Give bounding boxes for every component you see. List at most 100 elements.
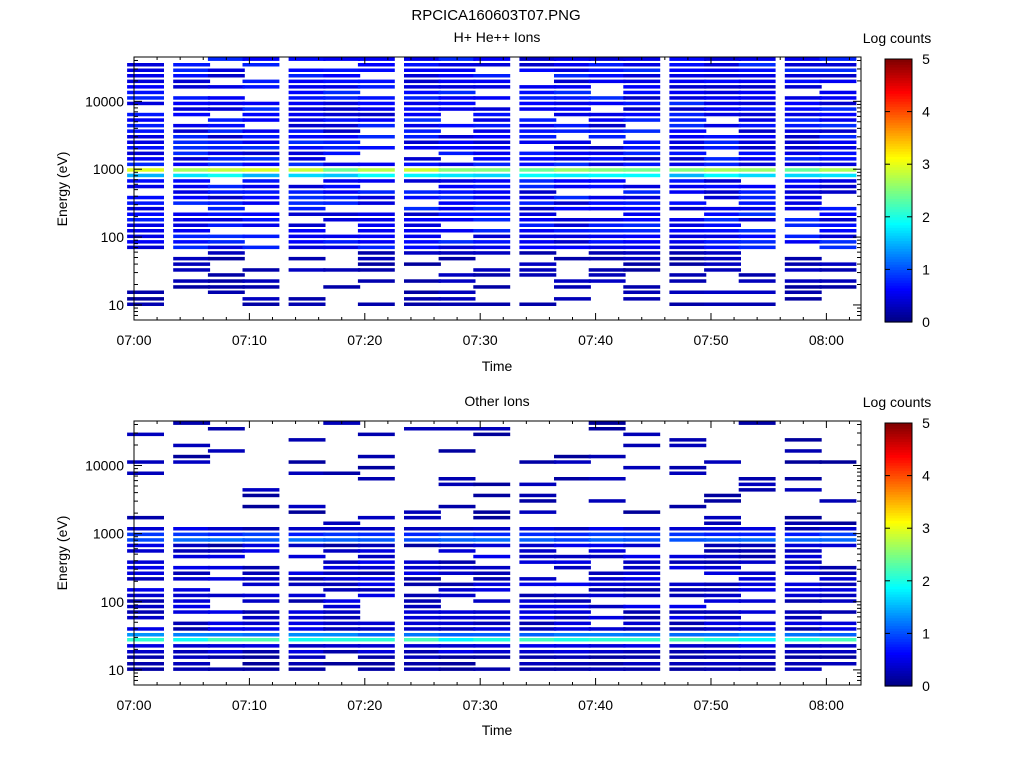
- spectrogram-cell: [554, 615, 591, 620]
- spectrogram-cell: [242, 297, 280, 301]
- spectrogram-cell: [623, 554, 661, 559]
- spectrogram-cell: [207, 279, 245, 283]
- colorbar-segment: [885, 646, 912, 650]
- colorbar-segment: [885, 643, 912, 648]
- spectrogram-cell: [738, 667, 776, 671]
- x-tick-label: 07:10: [232, 697, 267, 713]
- spectrogram-cell: [173, 157, 211, 161]
- spectrogram-cell: [588, 549, 626, 553]
- spectrogram-cell: [207, 151, 245, 156]
- spectrogram-cell: [738, 621, 776, 626]
- colorbar-segment: [885, 578, 912, 582]
- spectrogram-cell: [404, 638, 441, 642]
- spectrogram-cell: [127, 112, 164, 117]
- spectrogram-cell: [473, 162, 511, 167]
- spectrogram-cell: [323, 173, 361, 178]
- spectrogram-cell: [242, 140, 280, 144]
- spectrogram-cell: [288, 471, 326, 475]
- spectrogram-cell: [357, 662, 395, 666]
- spectrogram-cell: [438, 302, 476, 306]
- spectrogram-cell: [784, 644, 822, 648]
- spectrogram-cell: [357, 63, 395, 67]
- spectrogram-cell: [623, 162, 661, 167]
- spectrogram-cell: [554, 454, 591, 459]
- colorbar-segment: [885, 636, 912, 640]
- spectrogram-cell: [704, 593, 741, 598]
- spectrogram-cell: [207, 593, 245, 598]
- spectrogram-cell: [669, 229, 707, 233]
- y-tick-label: 10: [108, 662, 124, 678]
- y-tick-label: 100: [101, 229, 125, 245]
- spectrogram-cell: [127, 168, 164, 172]
- colorbar-segment: [885, 533, 912, 537]
- spectrogram-cell: [669, 90, 707, 95]
- colorbar-segment: [885, 59, 912, 63]
- spectrogram-cell: [738, 543, 776, 548]
- spectrogram-cell: [738, 96, 776, 100]
- spectrogram-cell: [623, 560, 661, 564]
- spectrogram-cell: [623, 571, 661, 575]
- spectrogram-cell: [738, 229, 776, 233]
- plot-frame: [133, 420, 862, 686]
- spectrogram-cell: [519, 234, 557, 239]
- spectrogram-cell: [438, 650, 476, 654]
- spectrogram-cell: [404, 593, 441, 598]
- colorbar-tick-label: 2: [922, 573, 930, 589]
- spectrogram-cell: [404, 179, 441, 183]
- spectrogram-cell: [173, 184, 211, 189]
- spectrogram-cell: [704, 521, 741, 525]
- spectrogram-cell: [473, 173, 511, 178]
- spectrogram-cell: [669, 162, 707, 167]
- colorbar-tick-label: 1: [922, 261, 930, 277]
- spectrogram-cell: [819, 90, 857, 95]
- spectrogram-cell: [519, 157, 557, 161]
- spectrogram-cell: [554, 638, 591, 642]
- spectrogram-cell: [819, 107, 857, 111]
- spectrogram-cell: [738, 650, 776, 654]
- spectrogram-cell: [357, 279, 395, 283]
- spectrogram-cell: [404, 206, 441, 211]
- spectrogram-cell: [588, 532, 626, 537]
- spectrogram-cell: [784, 460, 822, 464]
- spectrogram-cell: [588, 129, 626, 133]
- spectrogram-cell: [242, 107, 280, 111]
- spectrogram-cell: [669, 554, 707, 559]
- spectrogram-cell: [473, 615, 511, 620]
- spectrogram-cell: [704, 262, 741, 266]
- spectrogram-cell: [588, 627, 626, 631]
- spectrogram-cell: [438, 615, 476, 620]
- spectrogram-cell: [473, 599, 511, 603]
- spectrogram-cell: [288, 57, 326, 61]
- spectrogram-cell: [588, 279, 626, 283]
- spectrogram-cell: [669, 223, 707, 227]
- spectrogram-cell: [242, 504, 280, 509]
- spectrogram-cell: [404, 63, 441, 67]
- colorbar-segment: [885, 617, 912, 621]
- spectrogram-cell: [173, 101, 211, 106]
- spectrogram-cell: [438, 638, 476, 642]
- spectrogram-cell: [207, 234, 245, 239]
- colorbar-segment: [885, 287, 912, 292]
- spectrogram-cell: [207, 427, 245, 431]
- spectrogram-cell: [323, 527, 361, 531]
- spectrogram-cell: [623, 577, 661, 581]
- spectrogram-cell: [173, 112, 211, 117]
- spectrogram-cell: [357, 432, 395, 437]
- spectrogram-cell: [323, 627, 361, 631]
- spectrogram-cell: [438, 90, 476, 95]
- spectrogram-cell: [288, 190, 326, 194]
- spectrogram-cell: [554, 565, 591, 570]
- spectrogram-cell: [323, 107, 361, 111]
- spectrogram-cell: [819, 662, 857, 666]
- spectrogram-cell: [738, 290, 776, 294]
- colorbar-tick-label: 4: [922, 104, 930, 120]
- spectrogram-cell: [438, 279, 476, 283]
- spectrogram-cell: [784, 234, 822, 239]
- spectrogram-cell: [288, 212, 326, 216]
- spectrogram-cell: [323, 633, 361, 637]
- colorbar-segment: [885, 425, 912, 429]
- spectrogram-cell: [669, 662, 707, 666]
- colorbar-segment: [885, 546, 912, 550]
- spectrogram-cell: [738, 633, 776, 637]
- spectrogram-cell: [288, 633, 326, 637]
